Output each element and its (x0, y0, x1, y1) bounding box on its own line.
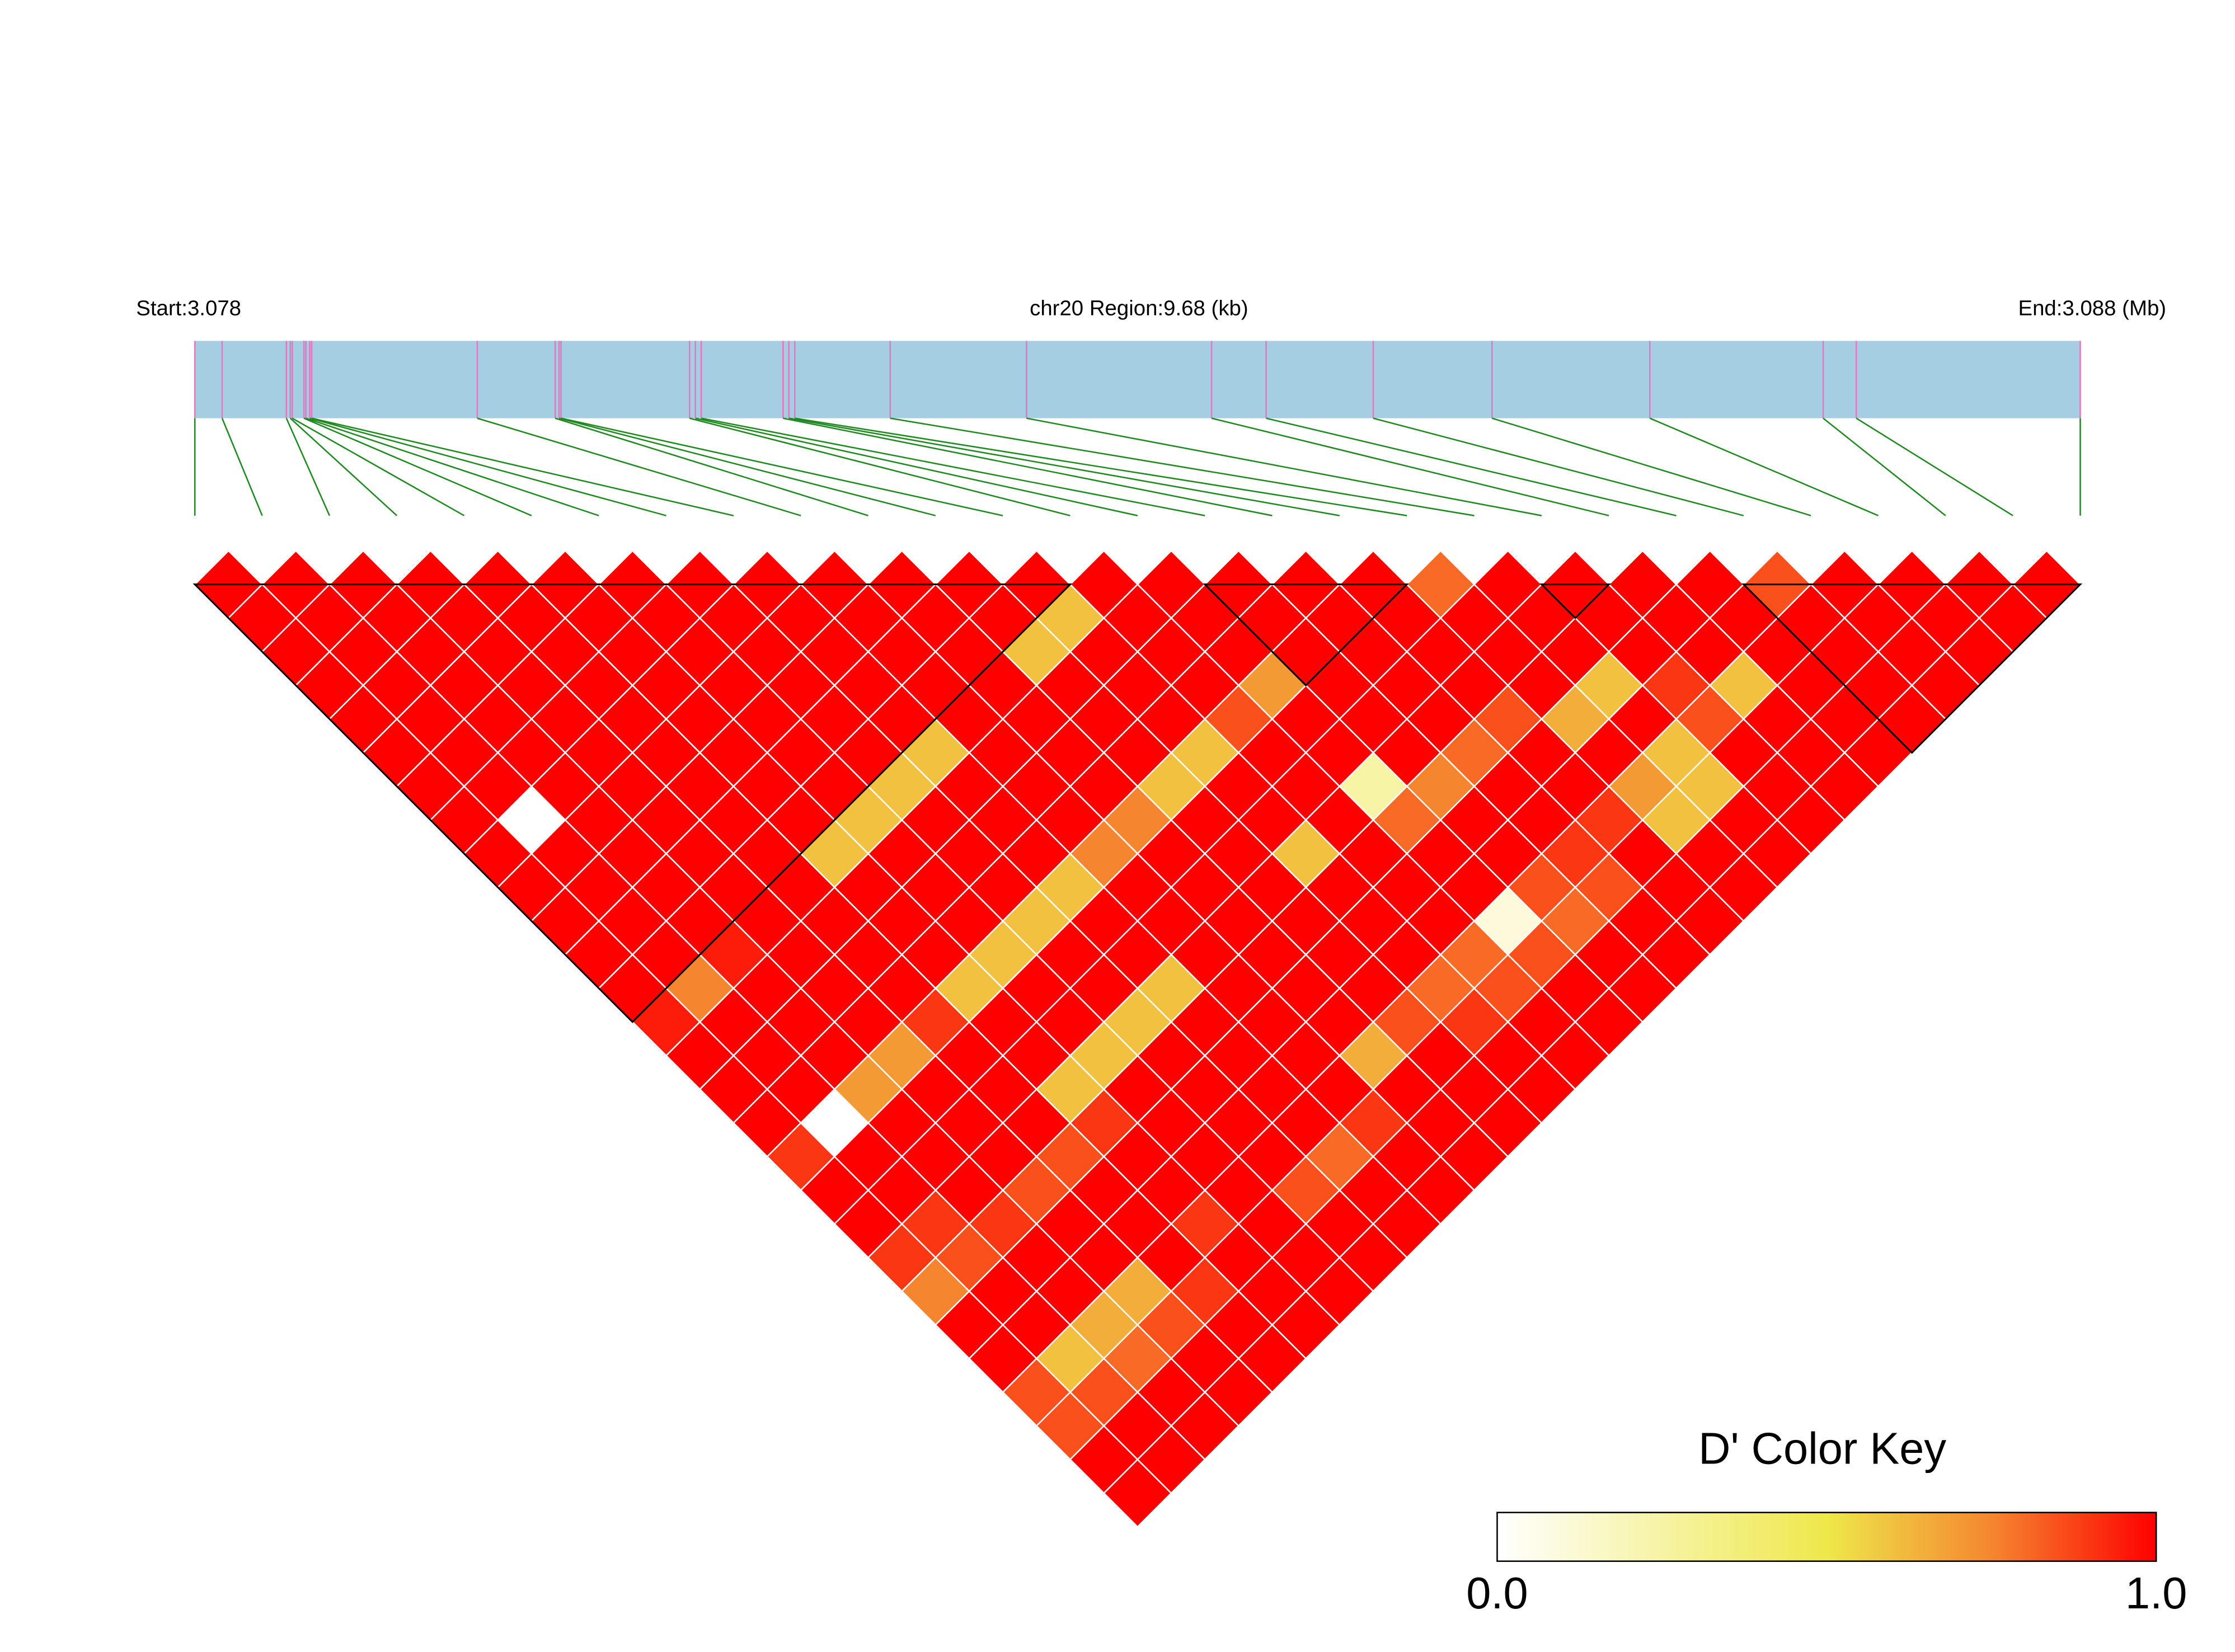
snp-connector (309, 417, 666, 516)
start-label: Start:3.078 (136, 296, 241, 320)
key-tick-label: 0.0 (1466, 1568, 1528, 1618)
region-label: chr20 Region:9.68 (kb) (1030, 296, 1248, 320)
snp-connector (701, 417, 1205, 516)
snp-connector (285, 418, 331, 516)
snp-connector (303, 417, 532, 516)
end-label: End:3.088 (Mb) (2018, 296, 2166, 320)
legend-title: D' Color Key (1698, 1424, 1946, 1474)
snp-connector (306, 417, 599, 516)
snp-connector (555, 417, 868, 516)
snp-connector (221, 418, 263, 516)
snp-connector (289, 417, 398, 516)
snp-connector (1491, 417, 1811, 516)
snp-connector (558, 417, 936, 516)
snp-connector (477, 417, 801, 516)
snp-connector (788, 417, 1340, 516)
snp-connector (689, 417, 1070, 516)
snp-connector (783, 417, 1273, 516)
snp-connector (292, 417, 465, 516)
ld-block (1539, 583, 1611, 619)
ld-block (1741, 583, 2083, 754)
color-key (1496, 1512, 2157, 1562)
snp-connector (1373, 417, 1744, 516)
snp-connector (561, 417, 1003, 516)
snp-connector (695, 417, 1138, 516)
ld-block (192, 583, 1073, 1023)
key-tick-label: 1.0 (2125, 1568, 2187, 1618)
ld-block (1203, 583, 1409, 687)
snp-connector (1026, 417, 1542, 516)
snp-connector (1211, 417, 1609, 516)
snp-connector (1856, 417, 2013, 516)
snp-connector (795, 417, 1407, 516)
snp-connector (1266, 417, 1677, 516)
snp-connector (1823, 417, 1946, 516)
region-bar (195, 341, 2081, 418)
snp-connector (311, 417, 734, 516)
snp-connector (890, 417, 1475, 516)
snp-connector (1649, 417, 1879, 516)
